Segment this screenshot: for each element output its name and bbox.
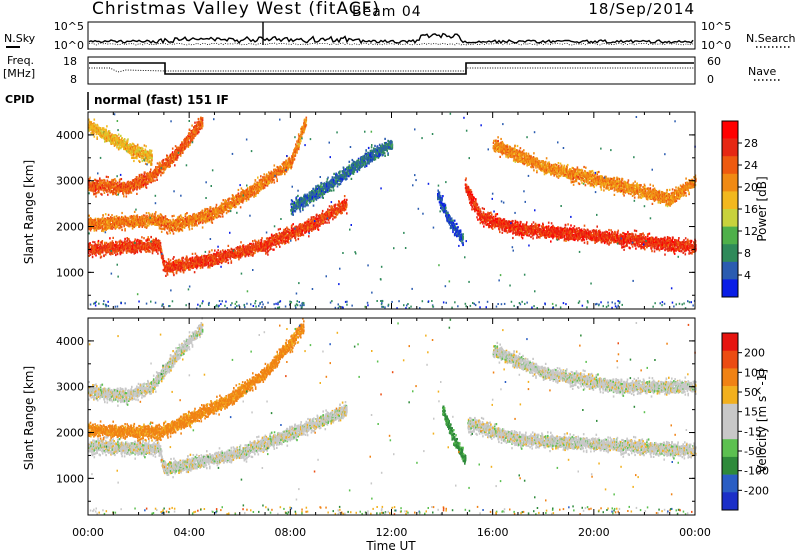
data-cell [192,253,194,255]
freq-strip: Freq. [MHz] 18 8 60 0 Nave [3,54,782,86]
data-cell [176,272,178,274]
data-cell [98,240,100,242]
data-cell [200,267,202,269]
data-cell [189,269,191,271]
data-cell [109,237,111,239]
beam-label: Beam 04 [352,4,422,20]
power-panel: Slant Range [km] 1000200030004000 [22,112,697,310]
power-scatter [88,113,697,310]
data-cell [122,252,124,254]
data-cell [115,254,117,256]
nave-tick-top: 60 [707,55,721,68]
data-cell [117,253,119,255]
date-label: 18/Sep/2014 [588,0,695,18]
data-cell [201,256,203,258]
data-cell [103,254,105,256]
nsky-tick-bottom: 10^0 [54,39,84,52]
data-cell [112,253,114,255]
data-cell [156,251,158,253]
data-cell [160,242,162,244]
nsky-strip: N.Sky 10^5 10^0 10^5 10^0 N.Search [4,20,796,52]
data-cell [155,238,157,240]
freq-trace [89,63,694,74]
data-cell [160,246,162,248]
data-cell [97,247,99,249]
nsearch-label: N.Search [746,32,796,45]
data-cell [147,236,149,238]
data-cell [159,240,161,242]
data-cell [173,256,175,258]
data-cell [143,237,145,239]
station-title: Christmas Valley West (fitACF) [92,0,380,19]
cpid-label: CPID [5,93,34,106]
nsearch-tick-bottom: 10^0 [701,39,731,52]
data-cell [92,241,94,243]
data-cell [163,258,165,260]
data-cell [166,261,168,263]
freq-unit-label: [MHz] [3,67,35,80]
data-cell [141,236,143,238]
data-cell [137,250,139,252]
data-cell [195,253,197,255]
nave-label: Nave [748,65,776,78]
data-cell [124,238,126,240]
data-cell [134,238,136,240]
data-cell [164,260,166,262]
data-cell [182,257,184,259]
data-cell [197,266,199,268]
cpid-value: normal (fast) 151 IF [94,93,229,107]
data-cell [168,258,170,260]
data-cell [94,241,96,243]
data-cell [95,254,97,256]
data-cell [116,241,118,243]
data-cell [89,242,91,244]
data-cell [162,255,164,257]
nave-trace [89,68,694,72]
freq-tick-bottom: 8 [70,73,77,86]
data-cell [170,259,172,261]
data-cell [173,274,175,276]
freq-label: Freq. [7,54,34,67]
data-cell [192,257,194,259]
data-cell [209,251,211,253]
nsky-label: N.Sky [4,32,36,45]
nsky-trace [89,22,693,45]
data-cell [102,240,104,242]
data-cell [148,238,150,240]
data-cell [150,236,152,238]
data-cell [194,271,196,273]
data-cell [98,242,100,244]
data-cell [112,237,114,239]
rti-figure: Christmas Valley West (fitACF) Beam 04 1… [0,0,800,554]
data-cell [206,263,208,265]
nsearch-tick-top: 10^5 [701,20,731,33]
nsky-tick-top: 10^5 [54,20,84,33]
data-cell [157,253,159,255]
data-cell [183,271,185,273]
data-cell [167,274,169,276]
data-cell [202,266,204,268]
data-cell [92,256,94,258]
data-cell [101,256,103,258]
data-cell [140,251,142,253]
data-cell [102,243,104,245]
nave-tick-bottom: 0 [707,73,714,86]
freq-tick-top: 18 [63,55,77,68]
data-cell [209,266,211,268]
data-cell [161,250,163,252]
data-cell [149,251,151,253]
nsearch-trace [89,43,693,45]
data-cell [102,251,104,253]
data-cell [165,275,167,277]
data-cell [105,253,107,255]
data-cell [89,254,91,256]
